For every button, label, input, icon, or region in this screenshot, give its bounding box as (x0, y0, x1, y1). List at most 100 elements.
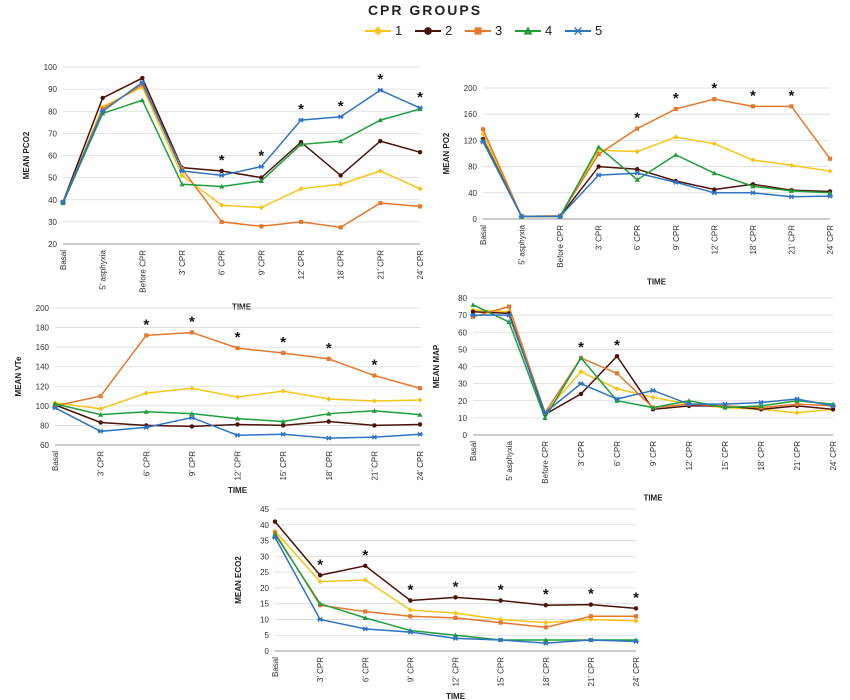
data-point (794, 402, 800, 407)
data-point (794, 410, 800, 416)
data-point (596, 144, 602, 150)
data-point (789, 104, 794, 109)
data-point (417, 204, 423, 209)
data-point (712, 97, 717, 102)
x-tick-label: 24' CPR (632, 657, 641, 687)
data-point (506, 312, 512, 318)
data-point (259, 175, 264, 180)
y-tick-label: 120 (36, 382, 50, 391)
data-point (543, 603, 548, 608)
data-point (140, 75, 145, 81)
data-point (407, 607, 413, 613)
significance-asterisk: * (317, 556, 323, 573)
data-point (634, 170, 641, 176)
data-point (614, 398, 620, 403)
x-tick-label: 3' CPR (577, 441, 586, 466)
data-point (219, 202, 225, 208)
data-point (371, 408, 377, 413)
data-point (371, 398, 377, 404)
x-tick-label: 21' CPR (587, 657, 596, 687)
y-tick-label: 160 (36, 343, 50, 352)
series-line-5 (482, 141, 831, 218)
data-point (362, 577, 368, 583)
data-point (635, 167, 640, 172)
data-point (758, 403, 764, 408)
x-axis-title: TIME (643, 493, 663, 502)
data-point (542, 415, 548, 420)
legend-marker (523, 26, 533, 35)
data-point (417, 412, 423, 417)
data-point (750, 157, 756, 163)
data-point (480, 127, 486, 132)
series-line-5 (62, 81, 421, 203)
x-tick-label: 21' CPR (787, 225, 796, 255)
data-point (298, 117, 304, 123)
data-point (578, 391, 584, 397)
data-point (338, 173, 343, 178)
y-tick-label: 60 (40, 441, 49, 450)
significance-asterisk: * (377, 71, 383, 88)
legend-marker (373, 26, 383, 36)
data-point (650, 394, 656, 400)
data-point (470, 314, 476, 319)
significance-asterisk: * (578, 339, 584, 356)
data-point (372, 373, 377, 378)
data-point (362, 615, 368, 620)
x-tick-label: 9' CPR (188, 451, 197, 476)
y-tick-label: 80 (458, 294, 467, 303)
y-tick-label: 10 (260, 615, 269, 624)
x-tick-label: 24' CPR (416, 250, 425, 280)
data-point (189, 415, 195, 421)
x-tick-label: 5' asphyxia (518, 224, 527, 264)
data-point (650, 387, 656, 393)
data-point (614, 386, 620, 392)
x-tick-label: Basal (469, 441, 478, 461)
y-tick-label: 20 (48, 240, 57, 249)
y-axis-title: MEAN MAP (432, 344, 441, 388)
significance-asterisk: * (453, 578, 459, 595)
data-point (417, 105, 423, 111)
significance-asterisk: * (673, 90, 679, 107)
data-point (362, 626, 369, 632)
significance-asterisk: * (143, 316, 149, 333)
y-tick-label: 100 (36, 402, 50, 411)
x-tick-label: 5' asphyxia (505, 440, 514, 480)
y-tick-label: 40 (458, 363, 467, 372)
data-point (378, 138, 383, 144)
significance-asterisk: * (407, 582, 413, 599)
data-point (788, 162, 795, 168)
data-point (219, 219, 224, 224)
data-point (408, 614, 413, 619)
data-point (830, 403, 836, 409)
significance-asterisk: * (189, 313, 195, 330)
data-point (60, 199, 66, 205)
data-point (99, 108, 106, 114)
data-point (711, 141, 717, 147)
data-point (298, 219, 304, 224)
y-axis-title: MEAN PO2 (442, 132, 451, 174)
significance-asterisk: * (789, 87, 795, 104)
data-point (258, 164, 265, 170)
x-tick-label: 6' CPR (218, 250, 227, 275)
data-point (272, 519, 278, 524)
chart-group: 0 40 80 120 160 200 Basal 5' asphyxia Before CPR… (442, 80, 835, 286)
significance-asterisk: * (258, 148, 264, 165)
data-point (498, 620, 503, 625)
data-point (794, 396, 800, 402)
data-point (686, 398, 692, 403)
x-tick-label: 6' CPR (633, 225, 642, 250)
y-tick-label: 70 (458, 311, 467, 320)
x-tick-label: 15' CPR (279, 451, 288, 481)
significance-asterisk: * (362, 547, 368, 564)
data-point (596, 164, 601, 169)
data-point (711, 170, 717, 176)
significance-asterisk: * (219, 152, 225, 169)
series-line-1 (274, 530, 637, 624)
data-point (363, 609, 368, 614)
x-tick-label: 12' CPR (710, 225, 719, 255)
data-point (542, 640, 549, 646)
data-point (363, 563, 368, 569)
data-point (788, 194, 795, 200)
